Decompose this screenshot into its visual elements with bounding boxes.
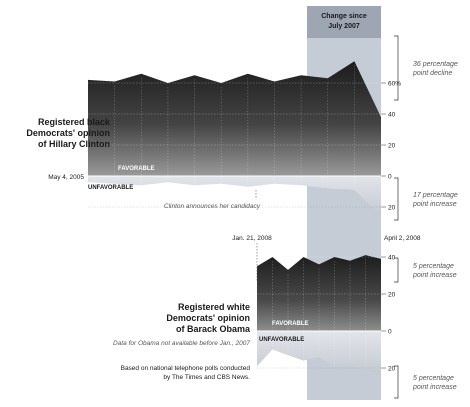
change-label: point decline [412,70,452,77]
obama-title-3: of Barack Obama [176,324,251,334]
change-label: 5 percentage [413,375,454,382]
clinton-tick-label: 0 [388,174,392,181]
obama-note: Data for Obama not available before Jan.… [113,340,250,347]
clinton-unfavorable-area [88,176,381,217]
gridlines [88,65,381,369]
clinton-favorable-label: FAVORABLE [118,166,155,172]
change-label: 17 percentage [413,192,458,199]
clinton-tick-label: 20 [388,143,396,150]
clinton-tick-label: 20 [388,205,396,212]
obama-start-date: Jan. 21, 2008 [232,235,272,242]
axis-ticks: 60% 40 20 0 20 40 20 0 20 [381,81,401,373]
change-label: point increase [412,201,457,208]
clinton-title-3: of Hillary Clinton [38,139,110,149]
obama-favorable-label: FAVORABLE [272,321,309,327]
obama-unfavorable-area [257,331,381,376]
highlight-band-header [307,6,381,38]
clinton-unfavorable-label: UNFAVORABLE [88,185,133,191]
clinton-title-1: Registered black [38,117,111,127]
change-bracket [394,365,399,399]
highlight-label-2: July 2007 [328,23,360,30]
change-bracket [394,35,399,101]
clinton-end-date: April 2, 2008 [384,235,421,242]
clinton-tick-label: 60% [388,81,401,88]
change-brackets: 36 percentage point decline 17 percentage p… [394,35,458,399]
obama-title-2: Democrats' opinion [166,313,250,323]
source-line-2: by The Times and CBS News. [163,374,250,381]
change-bracket [394,257,399,283]
obama-tick-label: 40 [388,255,396,262]
obama-tick-label: 0 [388,329,392,336]
clinton-favorable-area [88,61,381,176]
candidacy-annotation: Clinton announces her candidacy [164,203,261,210]
obama-favorable-area [257,255,381,331]
change-bracket [394,177,399,221]
clinton-tick-label: 40 [388,112,396,119]
highlight-label-1: Change since [321,13,367,20]
change-label: point increase [412,384,457,391]
obama-title-1: Registered white [178,302,250,312]
change-label: 5 percentage [413,263,454,270]
obama-unfavorable-label: UNFAVORABLE [259,337,304,343]
source-line-1: Based on national telephone polls conduc… [121,365,251,372]
obama-tick-label: 20 [388,292,396,299]
change-label: 36 percentage [413,61,458,68]
clinton-start-date: May 4, 2005 [48,174,84,181]
clinton-title-2: Democrats' opinion [26,128,110,138]
change-label: point increase [412,272,457,279]
obama-tick-label: 20 [388,366,396,373]
